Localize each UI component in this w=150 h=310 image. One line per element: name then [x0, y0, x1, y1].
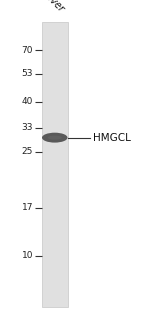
Text: 53: 53: [21, 69, 33, 78]
Ellipse shape: [48, 136, 62, 140]
Text: Liver: Liver: [43, 0, 67, 14]
Ellipse shape: [42, 133, 68, 143]
Text: 10: 10: [21, 251, 33, 260]
Text: 17: 17: [21, 203, 33, 212]
Text: 70: 70: [21, 46, 33, 55]
Text: 40: 40: [22, 97, 33, 106]
Text: 25: 25: [22, 147, 33, 157]
Bar: [42, 22, 68, 307]
Text: HMGCL: HMGCL: [93, 133, 131, 143]
Text: 33: 33: [21, 123, 33, 132]
